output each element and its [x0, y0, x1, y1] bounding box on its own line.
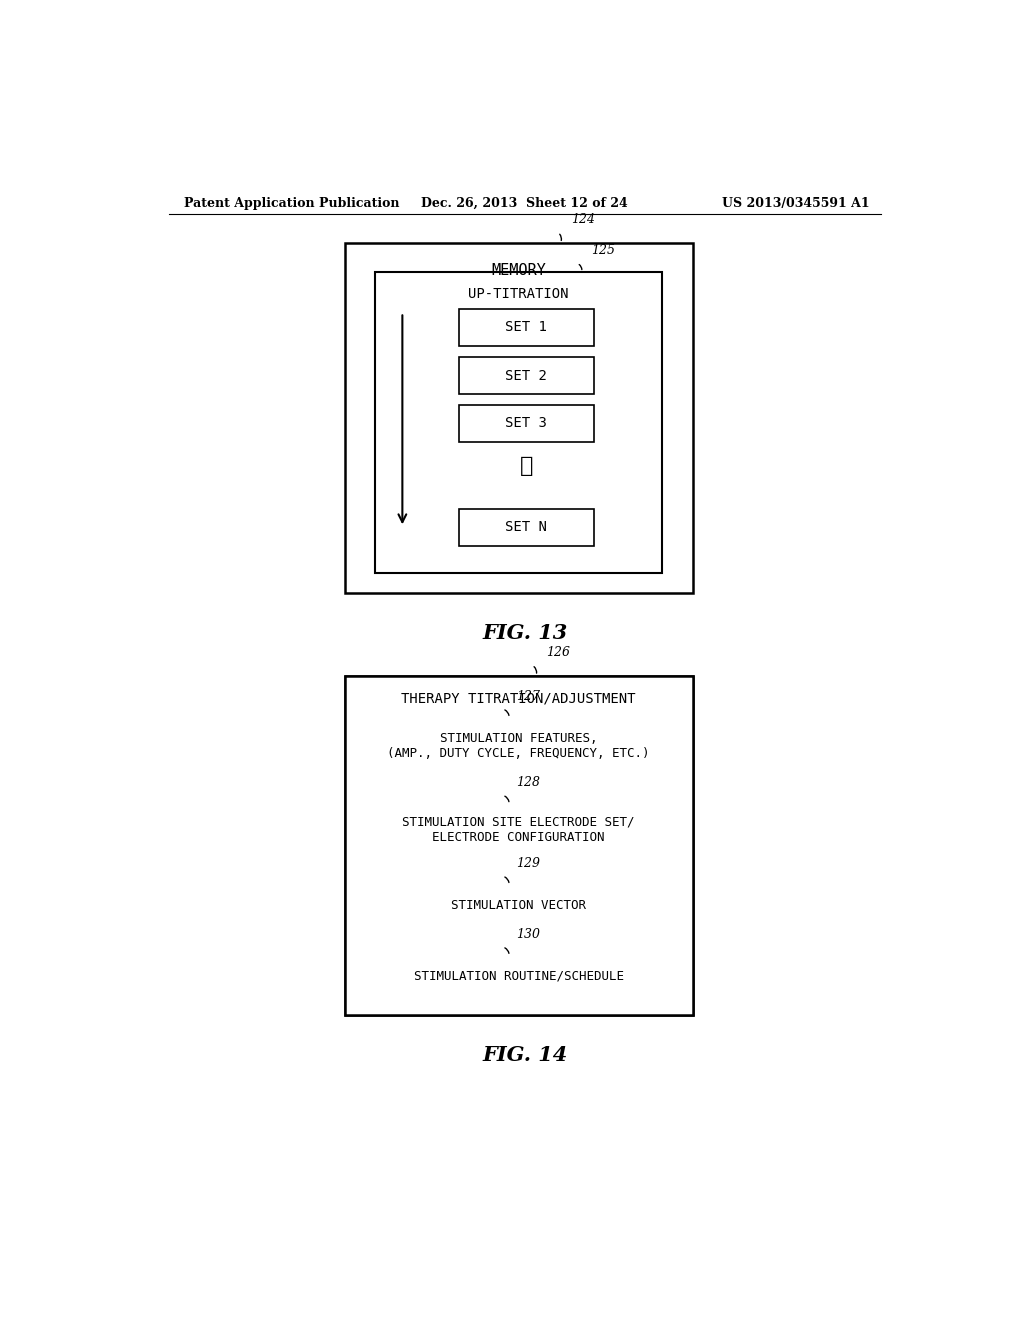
Bar [360, 718, 677, 774]
Text: STIMULATION SITE ELECTRODE SET/: STIMULATION SITE ELECTRODE SET/ [402, 816, 635, 828]
Bar [459, 508, 594, 545]
Bar [345, 243, 692, 594]
Text: SET 1: SET 1 [506, 319, 547, 334]
Text: 129: 129 [516, 857, 540, 870]
Text: SET 2: SET 2 [506, 368, 547, 383]
Text: FIG. 14: FIG. 14 [482, 1045, 567, 1065]
Text: 130: 130 [516, 928, 540, 941]
Text: US 2013/0345591 A1: US 2013/0345591 A1 [722, 197, 869, 210]
Text: ⋮: ⋮ [519, 455, 534, 478]
Bar [360, 956, 677, 997]
Text: Dec. 26, 2013  Sheet 12 of 24: Dec. 26, 2013 Sheet 12 of 24 [422, 197, 628, 210]
Bar [459, 405, 594, 442]
Text: THERAPY TITRATION/ADJUSTMENT: THERAPY TITRATION/ADJUSTMENT [401, 692, 636, 706]
Text: 124: 124 [571, 213, 596, 226]
Text: STIMULATION VECTOR: STIMULATION VECTOR [452, 899, 586, 912]
Text: SET 3: SET 3 [506, 416, 547, 430]
Text: SET N: SET N [506, 520, 547, 535]
Bar [459, 358, 594, 395]
Text: ELECTRODE CONFIGURATION: ELECTRODE CONFIGURATION [432, 830, 605, 843]
Text: 127: 127 [516, 690, 540, 702]
Text: STIMULATION FEATURES,: STIMULATION FEATURES, [440, 731, 597, 744]
Text: STIMULATION ROUTINE/SCHEDULE: STIMULATION ROUTINE/SCHEDULE [414, 970, 624, 982]
Text: UP-TITRATION: UP-TITRATION [468, 286, 569, 301]
Text: MEMORY: MEMORY [492, 263, 546, 277]
Text: FIG. 13: FIG. 13 [482, 623, 567, 643]
Bar [459, 309, 594, 346]
Text: 128: 128 [516, 776, 540, 789]
Text: 125: 125 [591, 244, 614, 257]
Bar [345, 676, 692, 1015]
Text: Patent Application Publication: Patent Application Publication [184, 197, 400, 210]
Bar [376, 272, 662, 573]
Text: (AMP., DUTY CYCLE, FREQUENCY, ETC.): (AMP., DUTY CYCLE, FREQUENCY, ETC.) [387, 747, 650, 760]
Text: 126: 126 [546, 645, 569, 659]
Bar [360, 804, 677, 854]
Bar [360, 886, 677, 925]
Bar [345, 676, 692, 1015]
